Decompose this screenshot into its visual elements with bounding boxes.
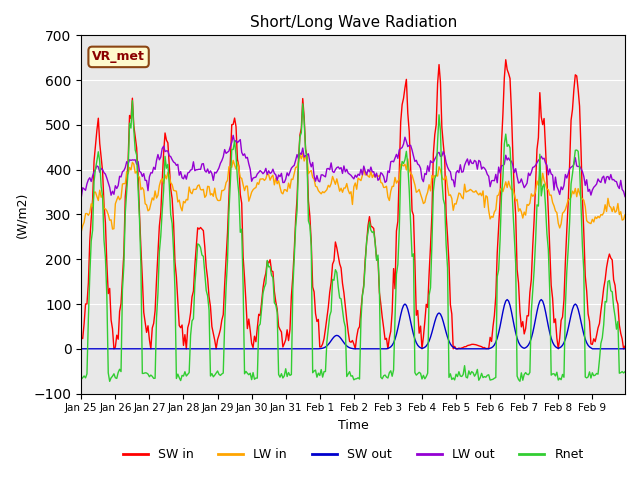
Y-axis label: (W/m2): (W/m2) — [15, 191, 28, 238]
X-axis label: Time: Time — [338, 419, 369, 432]
Text: VR_met: VR_met — [92, 50, 145, 63]
Title: Short/Long Wave Radiation: Short/Long Wave Radiation — [250, 15, 457, 30]
Legend: SW in, LW in, SW out, LW out, Rnet: SW in, LW in, SW out, LW out, Rnet — [118, 443, 589, 466]
